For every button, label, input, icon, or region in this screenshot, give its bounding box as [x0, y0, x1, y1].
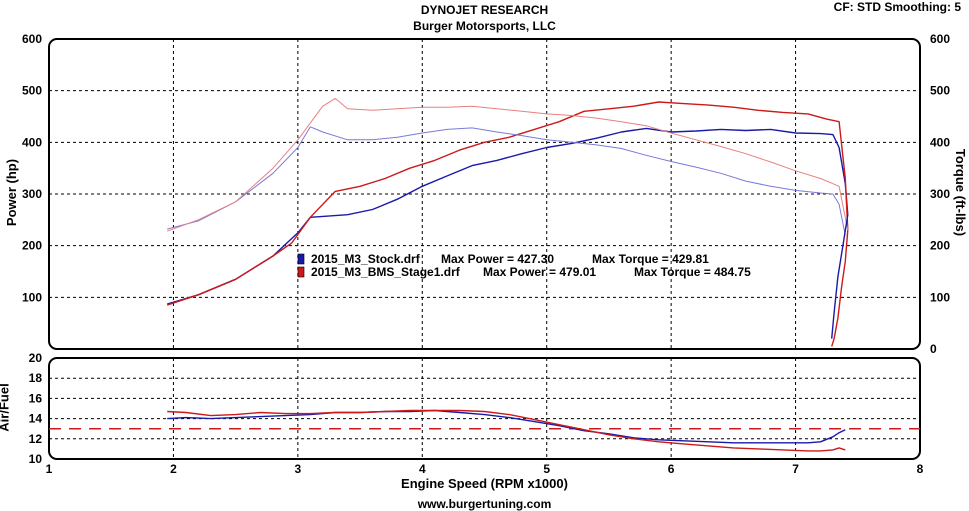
y-tick-label-af: 10	[29, 452, 43, 466]
legend-file-name: 2015_M3_BMS_Stage1.drf	[311, 265, 461, 279]
series-line-stock-torque	[167, 126, 846, 236]
y-tick-label-power: 500	[22, 84, 42, 98]
af-panel-frame	[48, 357, 921, 460]
y-tick-label-af: 18	[29, 371, 43, 385]
y-tick-label-af: 20	[29, 351, 43, 365]
legend-max-torque: Max Torque = 429.81	[592, 252, 709, 266]
y-tick-label-torque: 0	[930, 342, 937, 356]
y-tick-label-af: 16	[29, 391, 43, 405]
x-tick-label: 6	[668, 462, 675, 476]
y-tick-label-torque: 500	[930, 84, 950, 98]
y-tick-label-power: 200	[22, 239, 42, 253]
correction-factor-label: CF: STD Smoothing: 5	[833, 0, 961, 14]
x-tick-label: 8	[917, 462, 924, 476]
footer-url: www.burgertuning.com	[417, 497, 552, 511]
y-tick-label-torque: 100	[930, 290, 950, 304]
series-line-stage1-afr	[167, 409, 846, 452]
y-tick-label-af: 12	[29, 432, 43, 446]
x-axis-label: Engine Speed (RPM x1000)	[401, 476, 568, 491]
legend-max-power: Max Power = 427.30	[441, 252, 554, 266]
x-tick-label: 2	[170, 462, 177, 476]
series-line-stock-afr	[167, 409, 846, 444]
legend-swatch	[297, 266, 305, 278]
y-tick-label-torque: 300	[930, 187, 950, 201]
x-tick-label: 7	[792, 462, 799, 476]
x-tick-label: 5	[543, 462, 550, 476]
y-tick-label-power: 400	[22, 135, 42, 149]
series-line-stage1-power	[166, 101, 849, 306]
x-tick-label: 4	[419, 462, 426, 476]
series-line-stage1-drop	[831, 230, 849, 347]
y-tick-label-power: 300	[22, 187, 42, 201]
legend-file-name: 2015_M3_Stock.drf	[311, 252, 421, 266]
x-tick-label: 1	[46, 462, 53, 476]
y-tick-label-torque: 200	[930, 239, 950, 253]
chart-title: DYNOJET RESEARCH	[420, 3, 549, 17]
legend-swatch	[297, 253, 305, 265]
chart-subtitle: Burger Motorsports, LLC	[413, 19, 556, 33]
y-tick-label-af: 14	[29, 412, 43, 426]
legend-max-power: Max Power = 479.01	[483, 265, 596, 279]
y-tick-label-torque: 600	[930, 32, 950, 46]
y-tick-label-power: 600	[22, 32, 42, 46]
y-tick-label-power: 100	[22, 290, 42, 304]
power-panel-frame	[48, 38, 921, 350]
series-line-stage1-torque	[167, 97, 849, 232]
legend-max-torque: Max Torque = 484.75	[634, 265, 751, 279]
y-tick-label-torque: 400	[930, 135, 950, 149]
series-line-stock-drop	[831, 214, 849, 339]
x-tick-label: 3	[295, 462, 302, 476]
